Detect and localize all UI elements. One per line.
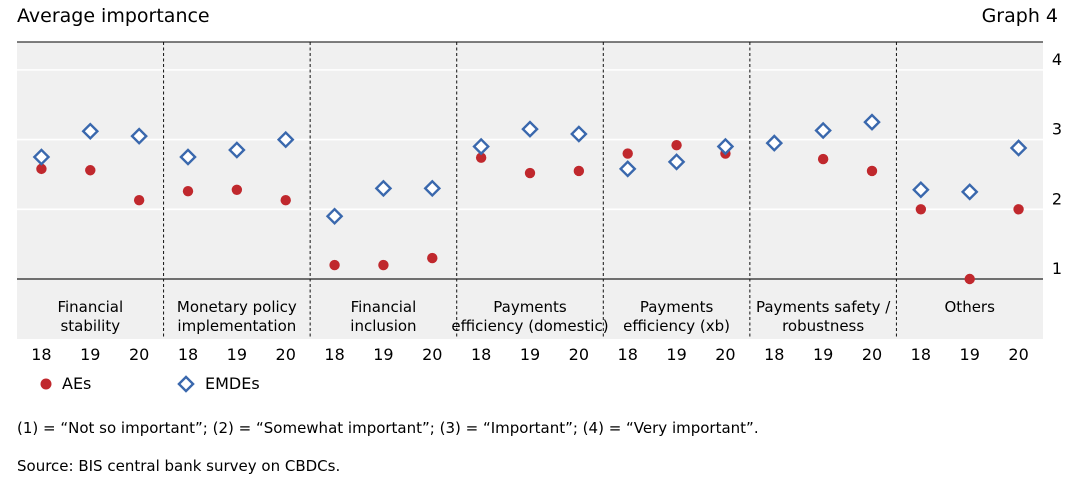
legend-item-aes: AEs	[40, 374, 91, 393]
group-label: efficiency (xb)	[623, 317, 730, 335]
x-tick-label: 18	[764, 345, 784, 364]
emdes-point	[912, 181, 930, 199]
emdes-point	[374, 179, 393, 198]
plot-area	[17, 42, 1043, 339]
x-tick-label: 19	[373, 345, 393, 364]
emdes-point	[960, 183, 979, 201]
x-tick-label: 20	[1008, 345, 1028, 364]
group-label: Financial	[351, 298, 417, 316]
emdes-point	[325, 207, 344, 226]
aes-point	[866, 165, 878, 177]
x-tick-label: 19	[520, 345, 540, 364]
aes-point	[182, 185, 194, 197]
x-tick-label: 18	[618, 345, 638, 364]
scale-definition-note: (1) = “Not so important”; (2) = “Somewha…	[17, 419, 759, 437]
emdes-point	[130, 127, 148, 145]
aes-point	[915, 204, 927, 215]
aes-point	[817, 153, 829, 165]
emdes-point	[814, 121, 832, 140]
x-tick-label: 20	[422, 345, 442, 364]
x-tick-label: 19	[80, 345, 100, 364]
emdes-point	[32, 148, 51, 166]
y-tick-label: 1	[1052, 259, 1062, 278]
legend-label-emdes: EMDEs	[205, 374, 260, 393]
y-tick-label: 2	[1052, 189, 1062, 208]
emdes-point	[716, 137, 735, 156]
legend-label-aes: AEs	[62, 374, 92, 393]
group-label: Payments safety /	[756, 298, 891, 316]
aes-point	[133, 195, 145, 206]
aes-point	[964, 273, 975, 285]
y-tick-label: 3	[1052, 120, 1062, 139]
x-tick-label: 19	[960, 345, 980, 364]
x-tick-label: 19	[227, 345, 247, 364]
x-tick-label: 18	[178, 345, 198, 364]
x-tick-label: 20	[276, 345, 296, 364]
emdes-point	[521, 120, 539, 138]
aes-point	[427, 252, 438, 264]
x-tick-label: 20	[862, 345, 882, 364]
group-label: efficiency (domestic)	[451, 317, 608, 335]
x-tick-label: 19	[666, 345, 686, 364]
emdes-point	[765, 134, 784, 152]
aes-point	[280, 195, 291, 206]
legend-diamond-marker	[177, 374, 195, 393]
emdes-point	[472, 137, 490, 156]
y-tick-label: 4	[1052, 50, 1062, 69]
group-label: stability	[60, 317, 120, 335]
emdes-point	[276, 130, 295, 149]
aes-point	[231, 184, 243, 195]
aes-point	[622, 148, 633, 159]
x-tick-label: 20	[715, 345, 735, 364]
aes-point	[378, 259, 389, 271]
legend-circle-marker	[40, 378, 52, 389]
emdes-point	[81, 122, 100, 140]
aes-point	[36, 163, 47, 175]
group-label: Others	[945, 298, 996, 316]
chart-title: Average importance	[17, 5, 210, 27]
group-label: Monetary policy	[177, 298, 297, 316]
emdes-point	[570, 125, 588, 143]
emdes-point	[618, 160, 637, 178]
x-tick-label: 18	[471, 345, 491, 364]
legend-item-emdes: EMDEs	[177, 374, 260, 393]
source-note: Source: BIS central bank survey on CBDCs…	[17, 457, 341, 475]
emdes-point	[667, 153, 686, 171]
x-tick-label: 19	[813, 345, 833, 364]
emdes-point	[1009, 139, 1028, 157]
group-label: Payments	[640, 298, 714, 316]
emdes-point	[228, 141, 246, 159]
group-label: robustness	[782, 317, 864, 335]
x-tick-label: 18	[911, 345, 931, 364]
x-tick-label: 18	[31, 345, 51, 364]
emdes-point	[863, 113, 881, 131]
graph-number: Graph 4	[981, 5, 1058, 27]
group-label: Financial	[57, 298, 123, 316]
emdes-point	[423, 179, 442, 198]
aes-point	[85, 165, 96, 176]
aes-point	[475, 152, 487, 163]
group-label: Payments	[493, 298, 567, 316]
x-tick-label: 20	[129, 345, 149, 364]
x-tick-label: 18	[324, 345, 344, 364]
aes-point	[524, 167, 536, 179]
aes-point	[573, 165, 585, 177]
group-label: inclusion	[350, 317, 416, 335]
aes-point	[671, 139, 682, 151]
group-label: implementation	[177, 317, 296, 335]
aes-point	[1013, 204, 1024, 215]
aes-point	[329, 259, 340, 271]
emdes-point	[179, 148, 197, 166]
x-tick-label: 20	[569, 345, 589, 364]
